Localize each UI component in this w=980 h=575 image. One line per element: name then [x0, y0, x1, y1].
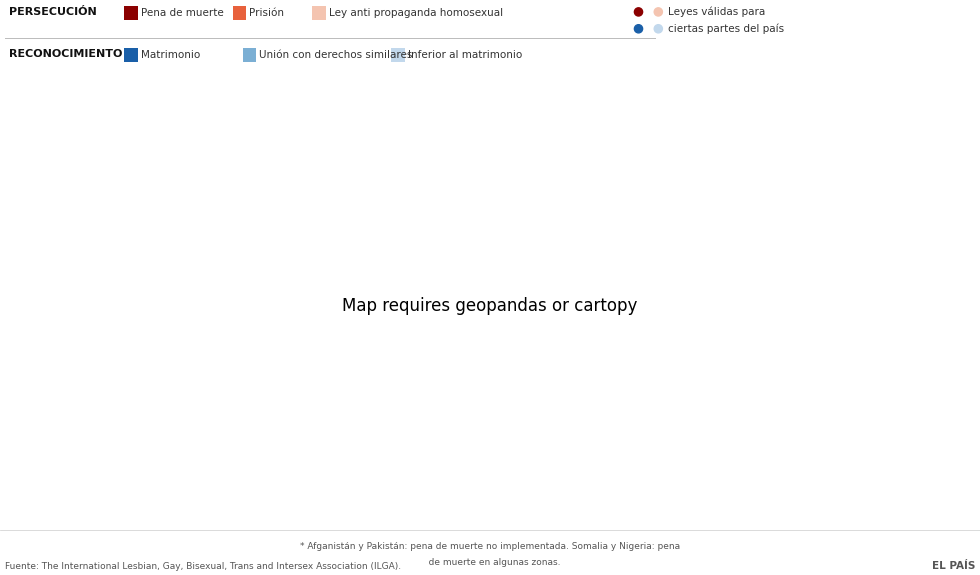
Bar	[242, 48, 257, 62]
Text: Fuente: The International Lesbian, Gay, Bisexual, Trans and Intersex Association: Fuente: The International Lesbian, Gay, …	[5, 562, 401, 572]
Text: Matrimonio: Matrimonio	[140, 49, 200, 60]
Text: Leyes válidas para: Leyes válidas para	[668, 7, 765, 17]
Text: RECONOCIMIENTO: RECONOCIMIENTO	[9, 49, 122, 59]
Bar	[123, 48, 137, 62]
Text: Ley anti propaganda homosexual: Ley anti propaganda homosexual	[328, 8, 503, 18]
Bar	[391, 48, 405, 62]
Text: de muerte en algunas zonas.: de muerte en algunas zonas.	[419, 558, 561, 566]
Point	[631, 24, 647, 33]
Text: EL PAÍS: EL PAÍS	[932, 561, 975, 572]
Bar	[312, 6, 325, 20]
Point	[651, 7, 666, 17]
Text: Map requires geopandas or cartopy: Map requires geopandas or cartopy	[342, 297, 638, 315]
Text: Pena de muerte: Pena de muerte	[140, 8, 223, 18]
Text: Inferior al matrimonio: Inferior al matrimonio	[408, 49, 522, 60]
Bar	[232, 6, 246, 20]
Text: ciertas partes del país: ciertas partes del país	[668, 24, 784, 34]
Text: * Afganistán y Pakistán: pena de muerte no implementada. Somalia y Nigeria: pena: * Afganistán y Pakistán: pena de muerte …	[300, 542, 680, 551]
Point	[651, 24, 666, 33]
Text: PERSECUCIÓN: PERSECUCIÓN	[9, 7, 97, 17]
Bar	[123, 6, 137, 20]
Text: Unión con derechos similares: Unión con derechos similares	[260, 49, 413, 60]
Point	[631, 7, 647, 17]
Text: Prisión: Prisión	[250, 8, 284, 18]
